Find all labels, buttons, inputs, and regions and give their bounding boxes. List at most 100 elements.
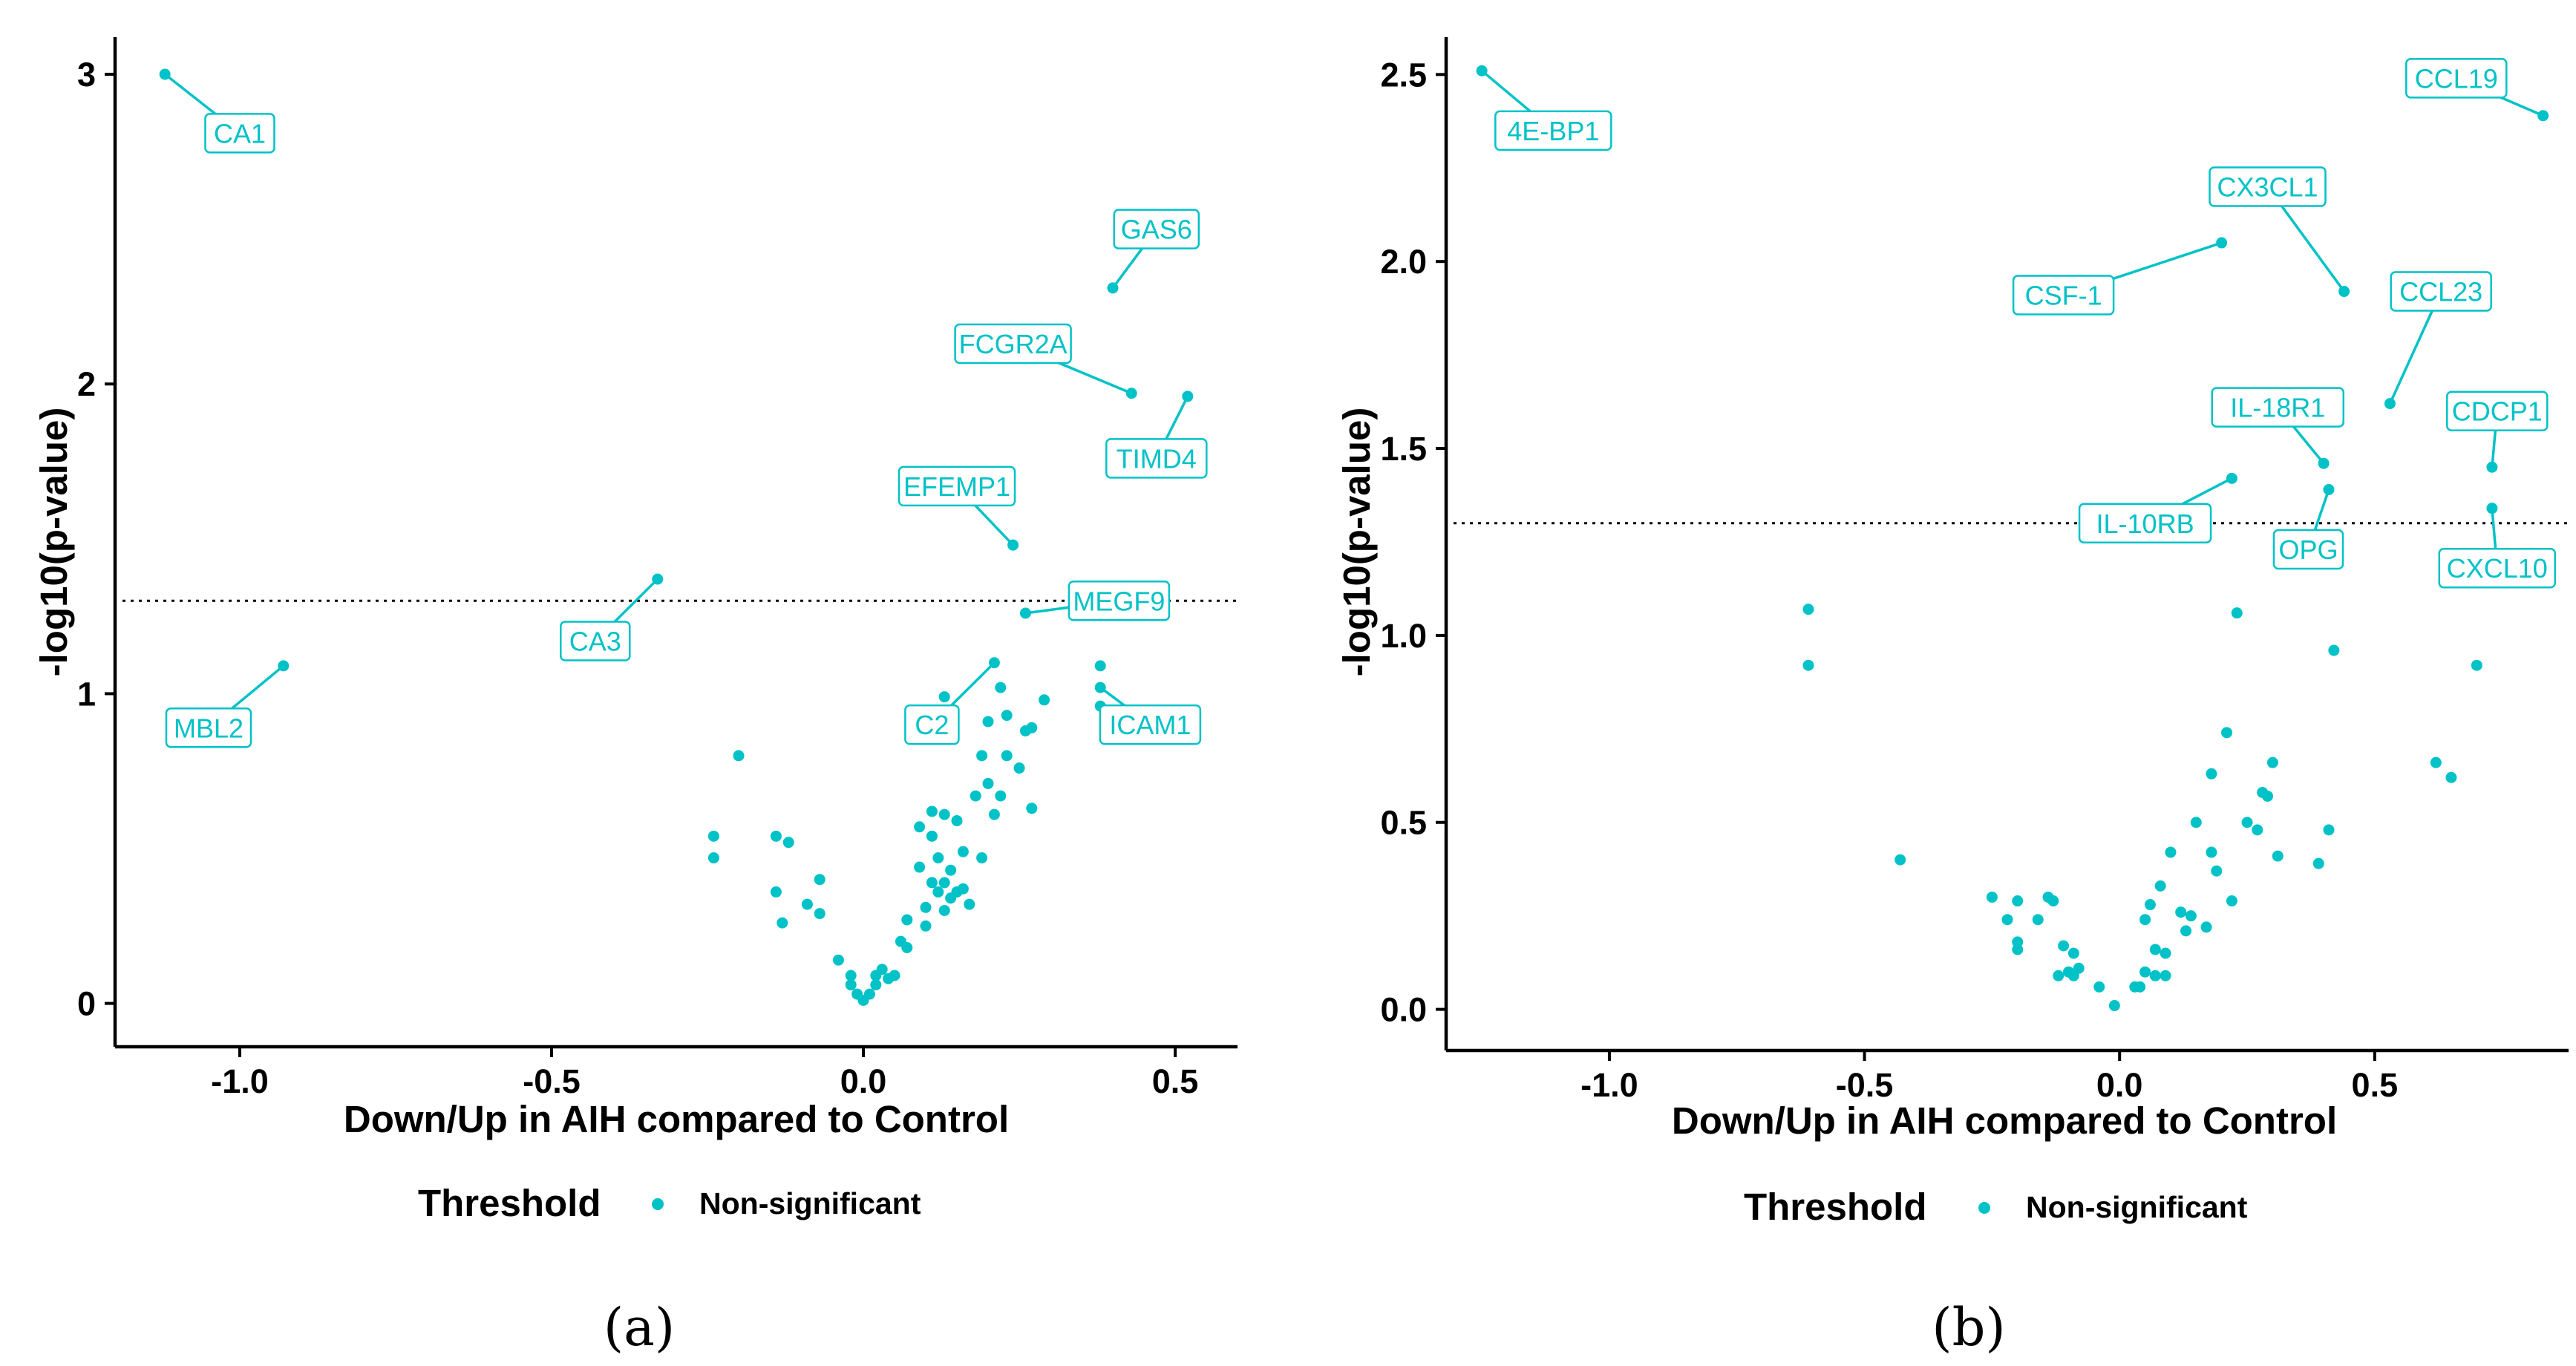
panel-a-data-point — [1013, 762, 1025, 774]
panel-b-data-point — [2312, 857, 2324, 869]
panel-a-data-point — [945, 864, 957, 876]
panel-a-caption: (a) — [604, 1297, 675, 1358]
panel-b-data-point — [2047, 895, 2059, 907]
panel-b-point-label: OPG — [2272, 529, 2344, 570]
panel-a-data-point — [814, 874, 826, 886]
panel-a-x-tick-label: 0.5 — [1152, 1062, 1199, 1100]
panel-a-data-point — [814, 908, 826, 920]
panel-b-point-labels: 4E-BP1 CCL19 CX3CL1 CSF-1 CCL23 IL-18R1 CDCP1 I… — [1494, 58, 2557, 589]
panel-a-points — [159, 68, 1194, 1006]
panel-a-label-box — [904, 704, 960, 745]
panel-a: -1.0 -0.5 0.0 0.5 0 1 2 3 CA1 GAS6 FCGR2A TIMD4 EFE… — [33, 37, 1238, 1358]
panel-b-point-label: IL-10RB — [2078, 503, 2212, 544]
panel-b-data-point — [2108, 1000, 2120, 1012]
panel-a-label-box — [204, 113, 275, 154]
panel-b-data-point — [2144, 899, 2156, 911]
panel-b-data-point — [2272, 850, 2284, 862]
panel-b-legend-swatch — [1978, 1202, 1990, 1214]
panel-b-labeled-point — [2486, 503, 2498, 514]
panel-b-data-point — [2073, 962, 2085, 974]
panel-a-data-point — [920, 901, 932, 913]
panel-b-y-axis-title: -log10(p-value) — [1336, 408, 1378, 677]
panel-b-data-point — [1895, 854, 1906, 866]
panel-b-labeled-point — [2323, 483, 2335, 495]
panel-a-y-tick-label: 0 — [77, 985, 96, 1023]
panel-a-label-text: CA1 — [214, 118, 266, 148]
panel-b-data-point — [2445, 771, 2457, 783]
panel-b-data-point — [2139, 966, 2151, 978]
panel-a-labeled-point — [1007, 539, 1019, 551]
panel-a-data-point — [782, 837, 794, 849]
panel-b-label-leaders — [1480, 69, 2544, 569]
panel-a-label-box — [560, 621, 631, 661]
panel-a-data-point — [901, 914, 913, 926]
panel-a-data-point — [1094, 660, 1106, 672]
panel-b-data-point — [2185, 910, 2197, 922]
panel-a-label-box — [1105, 438, 1208, 479]
panel-b-label-box — [2446, 390, 2549, 431]
panel-a-data-point — [995, 682, 1007, 693]
panel-b-data-point — [2266, 756, 2278, 768]
panel-a-data-point — [707, 852, 719, 864]
panel-b-label-text: IL-18R1 — [2230, 393, 2325, 423]
panel-a-data-point — [988, 808, 1000, 820]
panel-a-label-text: ICAM1 — [1109, 710, 1191, 740]
panel-b-x-tick-label: 0.0 — [2096, 1066, 2143, 1104]
panel-a-labeled-point — [159, 68, 171, 80]
panel-a-data-point — [870, 979, 882, 991]
panel-a-data-point — [914, 861, 926, 873]
panel-a-x-tick-label: -1.0 — [211, 1062, 269, 1100]
panel-b-data-point — [1802, 604, 1814, 615]
panel-b-point-label: CCL19 — [2405, 58, 2508, 99]
panel-b-data-point — [1802, 659, 1814, 671]
panel-a-y-tick-label: 1 — [77, 675, 96, 713]
panel-a-labeled-point — [988, 657, 1000, 669]
panel-a-data-point — [957, 883, 969, 895]
panel-b-label-box — [2272, 529, 2344, 570]
panel-b-data-point — [2160, 970, 2171, 981]
panel-b-y-tick-label: 1.0 — [1380, 617, 1427, 655]
panel-b-labeled-point — [2537, 110, 2549, 122]
panel-b-label-text: CX3CL1 — [2217, 171, 2318, 202]
panel-a-data-point — [951, 814, 963, 826]
panel-b-data-point — [2067, 947, 2079, 959]
panel-a-data-point — [770, 830, 782, 842]
panel-b-data-point — [2032, 914, 2044, 926]
panel-a-data-point — [926, 805, 938, 817]
panel-a-point-label: FCGR2A — [954, 323, 1072, 365]
panel-a-label-box — [898, 465, 1016, 507]
panel-a-data-point — [901, 942, 913, 954]
panel-a-data-point — [733, 750, 745, 762]
panel-a-data-point — [964, 898, 975, 910]
panel-b-label-text: OPG — [2278, 535, 2338, 565]
panel-a-label-text: MBL2 — [174, 713, 243, 743]
panel-b-label-box — [2390, 271, 2492, 312]
panel-a-x-tick-label: -0.5 — [523, 1062, 581, 1100]
panel-b-label-text: CSF-1 — [2025, 281, 2102, 311]
panel-b-point-label: CXCL10 — [2438, 547, 2557, 589]
panel-a-data-point — [926, 877, 938, 889]
panel-a-x-axis-title: Down/Up in AIH compared to Control — [344, 1098, 1009, 1140]
panel-a-data-point — [938, 808, 950, 820]
panel-b-ticks: -1.0 -0.5 0.0 0.5 0.0 0.5 1.0 1.5 2.0 2.5 — [1380, 56, 2398, 1104]
panel-b-data-point — [2149, 944, 2161, 955]
panel-a-data-point — [1001, 750, 1013, 762]
panel-b-data-point — [2160, 947, 2171, 959]
panel-a-label-box — [954, 323, 1072, 365]
panel-b-label-text: CCL23 — [2399, 277, 2482, 307]
panel-b-y-tick-label: 0.0 — [1380, 991, 1427, 1029]
panel-b-data-point — [2093, 981, 2105, 993]
panel-b-caption: (b) — [1932, 1297, 2005, 1358]
panel-b-data-point — [2252, 824, 2263, 836]
panel-b-labeled-point — [2338, 286, 2350, 298]
panel-b-x-tick-label: 0.5 — [2352, 1066, 2399, 1104]
panel-a-point-label: CA3 — [560, 621, 631, 661]
panel-b-label-box — [2012, 275, 2115, 316]
panel-a-data-point — [1039, 694, 1050, 706]
panel-a-point-label: EFEMP1 — [898, 465, 1016, 507]
panel-a-data-point — [938, 904, 950, 916]
panel-a-data-point — [932, 886, 944, 898]
panel-a-data-point — [832, 954, 844, 966]
panel-b-x-tick-label: -0.5 — [1836, 1066, 1894, 1104]
